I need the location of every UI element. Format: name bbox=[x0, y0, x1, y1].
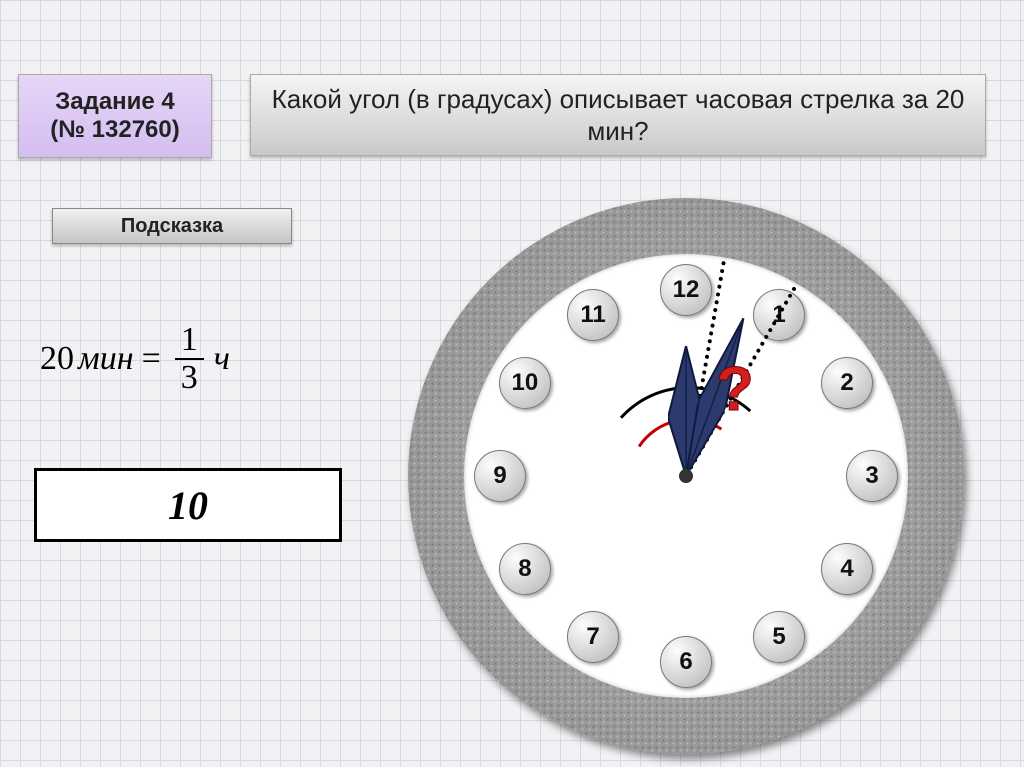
answer-box: 10 bbox=[34, 468, 342, 542]
clock-number-9: 9 bbox=[474, 450, 526, 502]
formula: 20 мин = 1 3 ч bbox=[40, 322, 230, 395]
clock-number-3: 3 bbox=[846, 450, 898, 502]
clock-number-12: 12 bbox=[660, 264, 712, 316]
clock-center-dot bbox=[679, 469, 693, 483]
clock-number-6: 6 bbox=[660, 636, 712, 688]
hint-label: Подсказка bbox=[121, 215, 223, 238]
task-line1: Задание 4 bbox=[55, 88, 175, 116]
angle-question-mark: ? bbox=[716, 354, 754, 425]
answer-value: 10 bbox=[168, 482, 208, 529]
clock: 121234567891011? bbox=[408, 198, 964, 754]
task-box: Задание 4 (№ 132760) bbox=[18, 74, 212, 158]
fraction-denominator: 3 bbox=[175, 360, 204, 396]
question-text: Какой угол (в градусах) описывает часова… bbox=[261, 83, 975, 148]
task-line2: (№ 132760) bbox=[50, 116, 180, 144]
clock-number-5: 5 bbox=[753, 611, 805, 663]
hint-button[interactable]: Подсказка bbox=[52, 208, 292, 244]
clock-number-7: 7 bbox=[567, 611, 619, 663]
question-box: Какой угол (в градусах) описывает часова… bbox=[250, 74, 986, 156]
clock-number-4: 4 bbox=[821, 543, 873, 595]
equals-sign: = bbox=[142, 340, 161, 378]
clock-face: 121234567891011? bbox=[464, 254, 908, 698]
formula-value-unit: мин bbox=[78, 340, 134, 378]
fraction: 1 3 bbox=[175, 322, 204, 395]
clock-number-8: 8 bbox=[499, 543, 551, 595]
clock-number-11: 11 bbox=[567, 289, 619, 341]
clock-number-10: 10 bbox=[499, 357, 551, 409]
formula-rhs-unit: ч bbox=[214, 340, 230, 378]
fraction-numerator: 1 bbox=[175, 322, 204, 360]
clock-number-2: 2 bbox=[821, 357, 873, 409]
formula-value-num: 20 bbox=[40, 340, 74, 378]
